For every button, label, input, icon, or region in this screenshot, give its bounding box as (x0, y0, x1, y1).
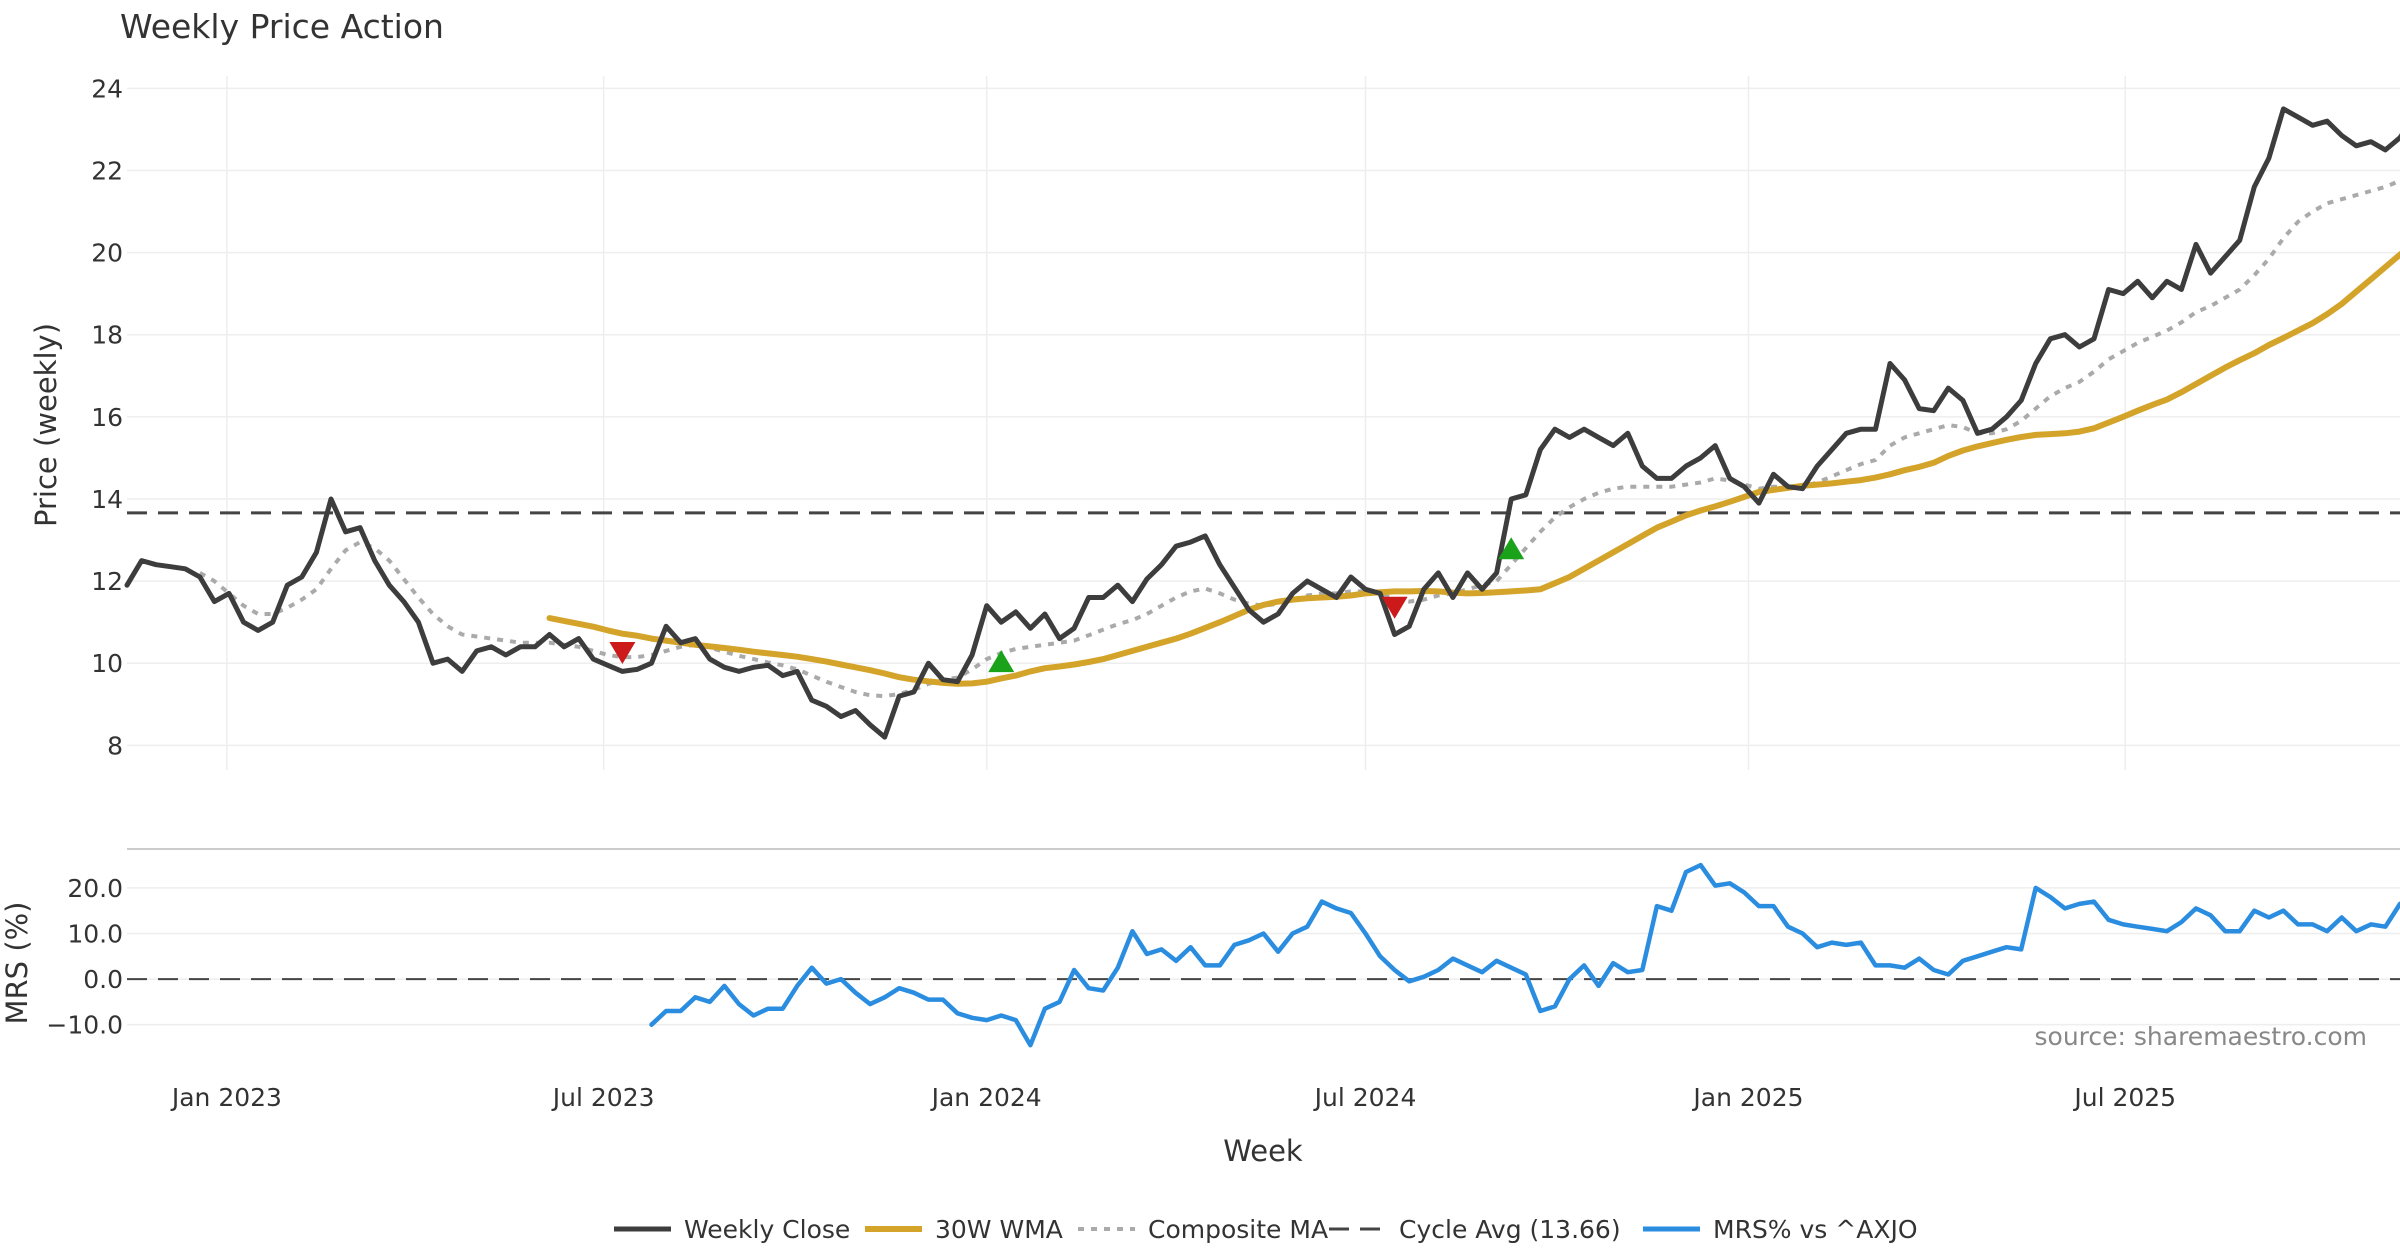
price-action-chart: Weekly Price Action 8 10 12 14 16 18 20 22 24 −1… (0, 0, 2400, 1260)
price-y-axis-label: Price (weekly) (29, 323, 63, 527)
legend: Weekly Close 30W WMA Composite MA Cycle Avg… (614, 1215, 1918, 1244)
price-y-tick-label: 22 (91, 156, 123, 185)
sell-signal-marker (609, 642, 635, 664)
x-tick-label: Jul 2024 (1313, 1083, 1417, 1112)
wma-30w-line (550, 193, 2400, 684)
legend-label: Composite MA (1148, 1215, 1328, 1244)
x-tick-label: Jul 2025 (2072, 1083, 2176, 1112)
price-y-tick-label: 16 (91, 403, 123, 432)
legend-item: Weekly Close (614, 1215, 850, 1244)
buy-signal-marker (988, 650, 1014, 672)
x-tick-label: Jan 2024 (930, 1083, 1042, 1112)
mrs-y-tick-label: −10.0 (46, 1011, 123, 1040)
source-note: source: sharemaestro.com (2035, 1022, 2368, 1051)
legend-label: Weekly Close (684, 1215, 850, 1244)
mrs-line (652, 865, 2400, 1045)
price-y-tick-label: 12 (91, 567, 123, 596)
chart-title: Weekly Price Action (120, 7, 444, 46)
legend-item: MRS% vs ^AXJO (1643, 1215, 1918, 1244)
price-y-tick-label: 10 (91, 649, 123, 678)
legend-label: Cycle Avg (13.66) (1399, 1215, 1621, 1244)
x-tick-label: Jan 2025 (1691, 1083, 1803, 1112)
series-layer (127, 109, 2400, 1045)
mrs-y-ticks: −10.0 0.0 10.0 20.0 (46, 874, 123, 1040)
weekly-close-line (127, 109, 2400, 737)
price-y-tick-label: 20 (91, 239, 123, 268)
mrs-y-tick-label: 0.0 (83, 965, 123, 994)
mrs-y-axis-label: MRS (%) (0, 902, 34, 1025)
legend-item: Composite MA (1078, 1215, 1328, 1244)
mrs-panel-gridlines (127, 888, 2400, 1025)
price-y-tick-label: 24 (91, 74, 123, 103)
legend-item: Cycle Avg (13.66) (1329, 1215, 1621, 1244)
price-y-tick-label: 14 (91, 485, 123, 514)
x-ticks: Jan 2023 Jul 2023 Jan 2024 Jul 2024 Jan 2025… (170, 1083, 2176, 1112)
mrs-y-tick-label: 10.0 (67, 919, 123, 948)
x-tick-label: Jan 2023 (170, 1083, 282, 1112)
x-tick-label: Jul 2023 (551, 1083, 655, 1112)
mrs-y-tick-label: 20.0 (67, 874, 123, 903)
x-axis-label: Week (1223, 1134, 1303, 1168)
price-y-ticks: 8 10 12 14 16 18 20 22 24 (91, 74, 123, 760)
legend-label: MRS% vs ^AXJO (1713, 1215, 1918, 1244)
legend-label: 30W WMA (935, 1215, 1063, 1244)
price-y-tick-label: 8 (107, 731, 123, 760)
legend-item: 30W WMA (865, 1215, 1063, 1244)
price-y-tick-label: 18 (91, 321, 123, 350)
